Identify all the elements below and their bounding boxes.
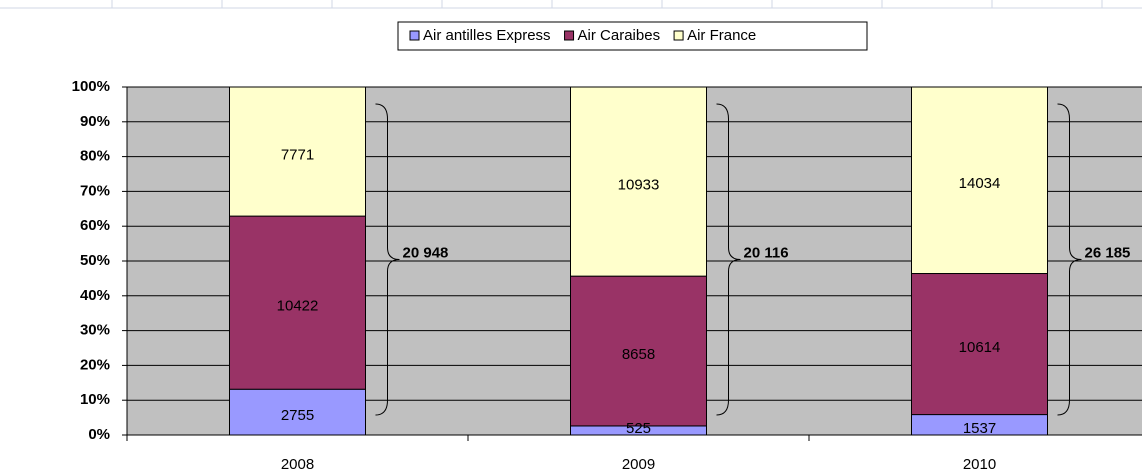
legend-label: Air Caraibes	[578, 27, 661, 44]
brace	[375, 103, 400, 416]
y-tick-label: 70%	[80, 182, 110, 199]
x-tick-label: 2008	[281, 456, 314, 473]
data-label: 10933	[618, 177, 660, 194]
total-annotation: 20 116	[744, 244, 789, 261]
legend-swatch	[564, 30, 575, 41]
y-tick-label: 100%	[72, 78, 110, 95]
y-tick-label: 60%	[80, 217, 110, 234]
legend-label: Air France	[687, 27, 756, 44]
y-tick-label: 30%	[80, 322, 110, 339]
bar-segment	[911, 273, 1048, 416]
data-label: 10614	[959, 339, 1001, 356]
data-label: 7771	[281, 147, 314, 164]
x-tick-label: 2010	[963, 456, 996, 473]
y-tick-label: 10%	[80, 391, 110, 408]
brace	[1057, 103, 1082, 416]
brace	[716, 103, 741, 416]
y-tick-label: 20%	[80, 356, 110, 373]
y-tick-label: 90%	[80, 113, 110, 130]
bar-segment	[570, 275, 707, 427]
total-annotation: 26 185	[1085, 244, 1131, 261]
bar-segment	[911, 86, 1048, 275]
legend: Air antilles Express Air Caraibes Air Fran…	[397, 21, 868, 51]
y-tick-label: 80%	[80, 148, 110, 165]
bar-segment	[229, 86, 366, 217]
data-label: 10422	[277, 298, 319, 315]
x-tick-label: 2009	[622, 456, 655, 473]
total-annotation: 20 948	[403, 244, 449, 261]
y-tick-label: 40%	[80, 287, 110, 304]
data-label: 1537	[963, 420, 996, 437]
bar-segment	[229, 215, 366, 390]
legend-box	[397, 21, 868, 51]
legend-swatch	[673, 30, 684, 41]
y-tick-label: 0%	[88, 426, 110, 443]
y-tick-label: 50%	[80, 252, 110, 269]
legend-label: Air antilles Express	[423, 27, 551, 44]
bar-segment	[570, 86, 707, 277]
sheet-gridlines	[0, 0, 1142, 9]
data-label: 2755	[281, 407, 314, 424]
data-label: 14034	[959, 175, 1001, 192]
data-label: 8658	[622, 346, 655, 363]
data-label: 525	[626, 420, 651, 437]
legend-swatch	[409, 30, 420, 41]
